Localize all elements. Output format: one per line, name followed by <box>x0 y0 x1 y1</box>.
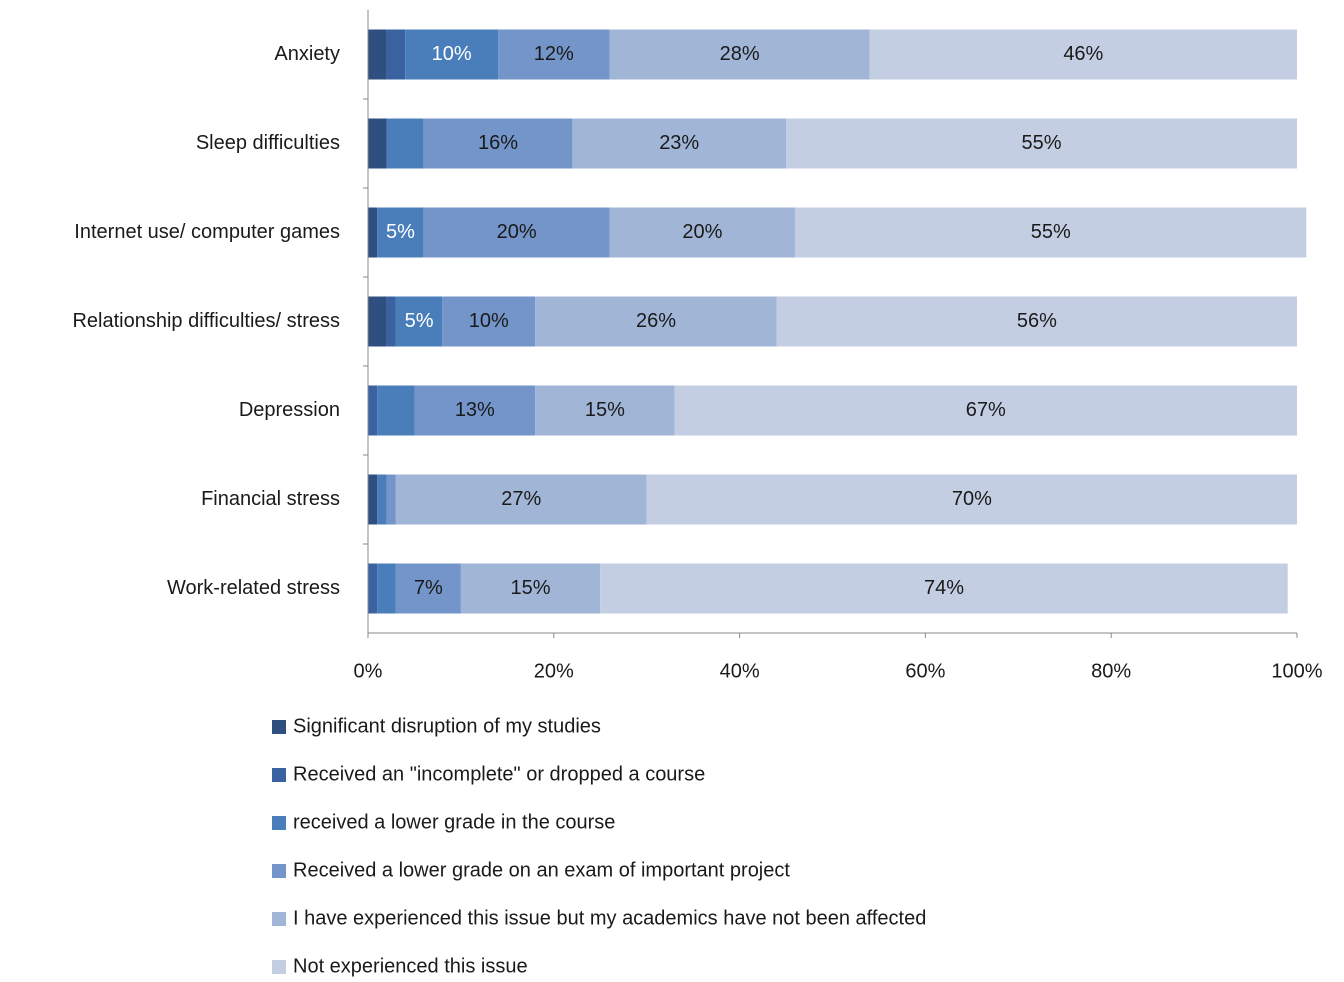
bar-segment <box>368 563 378 614</box>
bar-segment <box>377 207 424 258</box>
bar-segment <box>776 296 1297 347</box>
y-tick-label: Depression <box>239 399 340 421</box>
bar-segment <box>535 385 675 436</box>
legend-swatch <box>272 816 286 830</box>
y-tick-label: Work-related stress <box>167 577 340 599</box>
data-label: 16% <box>478 132 518 154</box>
bar-segment <box>786 118 1297 169</box>
data-label: 67% <box>966 399 1006 421</box>
legend-swatch <box>272 912 286 926</box>
bar-segment <box>386 296 396 347</box>
data-label: 74% <box>924 577 964 599</box>
bar-segment <box>609 29 870 80</box>
bar-segment <box>395 296 443 347</box>
bar-segment <box>795 207 1307 258</box>
bar-segment <box>368 118 387 169</box>
bar-segment <box>442 296 536 347</box>
data-label: 5% <box>405 310 434 332</box>
bar-segment <box>600 563 1288 614</box>
data-label: 12% <box>534 43 574 65</box>
data-label: 55% <box>1022 132 1062 154</box>
bar-segment <box>395 474 647 525</box>
legend-swatch <box>272 768 286 782</box>
y-tick-label: Anxiety <box>274 43 340 65</box>
bar-segment <box>414 385 536 436</box>
bar-segment <box>386 118 424 169</box>
data-label: 28% <box>720 43 760 65</box>
data-label: 15% <box>585 399 625 421</box>
data-label: 23% <box>659 132 699 154</box>
bar-segment <box>377 563 396 614</box>
x-tick-label: 20% <box>534 660 574 682</box>
data-label: 55% <box>1031 221 1071 243</box>
data-label: 10% <box>469 310 509 332</box>
bar-segment <box>674 385 1297 436</box>
data-label: 5% <box>386 221 415 243</box>
legend-label: received a lower grade in the course <box>293 811 615 833</box>
bar-segment <box>368 296 387 347</box>
legend-label: Received a lower grade on an exam of imp… <box>293 859 790 881</box>
bar-segment <box>377 385 415 436</box>
bar-segment <box>377 474 387 525</box>
legend-swatch <box>272 720 286 734</box>
bar-segment <box>386 474 396 525</box>
bar-segment <box>535 296 777 347</box>
x-tick-label: 80% <box>1091 660 1131 682</box>
legend-label: I have experienced this issue but my aca… <box>293 907 926 929</box>
x-tick-label: 40% <box>720 660 760 682</box>
y-tick-label: Financial stress <box>201 488 340 510</box>
data-label: 13% <box>455 399 495 421</box>
bar-segment <box>498 29 610 80</box>
data-label: 70% <box>952 488 992 510</box>
data-label: 10% <box>432 43 472 65</box>
bar-segment <box>460 563 601 614</box>
data-label: 26% <box>636 310 676 332</box>
bar-segment <box>395 563 461 614</box>
data-label: 20% <box>682 221 722 243</box>
y-tick-label: Sleep difficulties <box>196 132 340 154</box>
legend-label: Received an "incomplete" or dropped a co… <box>293 763 705 785</box>
bar-segment <box>368 474 378 525</box>
bar-segment <box>368 385 378 436</box>
bar-segment <box>368 207 378 258</box>
bar-segment <box>609 207 796 258</box>
data-label: 15% <box>511 577 551 599</box>
bar-segment <box>386 29 406 80</box>
bar-segment <box>646 474 1297 525</box>
legend-label: Not experienced this issue <box>293 955 528 977</box>
bar-segment <box>405 29 499 80</box>
bar-segment <box>572 118 787 169</box>
data-label: 46% <box>1063 43 1103 65</box>
y-tick-label: Relationship difficulties/ stress <box>72 310 340 332</box>
legend-swatch <box>272 864 286 878</box>
data-label: 27% <box>501 488 541 510</box>
bar-segment <box>869 29 1297 80</box>
x-tick-label: 100% <box>1271 660 1322 682</box>
data-label: 7% <box>414 577 443 599</box>
x-tick-label: 60% <box>905 660 945 682</box>
legend-swatch <box>272 960 286 974</box>
legend-label: Significant disruption of my studies <box>293 715 601 737</box>
y-tick-label: Internet use/ computer games <box>74 221 340 243</box>
bar-segment <box>423 118 573 169</box>
bar-segment <box>423 207 610 258</box>
bar-segment <box>368 29 387 80</box>
data-label: 56% <box>1017 310 1057 332</box>
data-label: 20% <box>497 221 537 243</box>
x-tick-label: 0% <box>354 660 383 682</box>
